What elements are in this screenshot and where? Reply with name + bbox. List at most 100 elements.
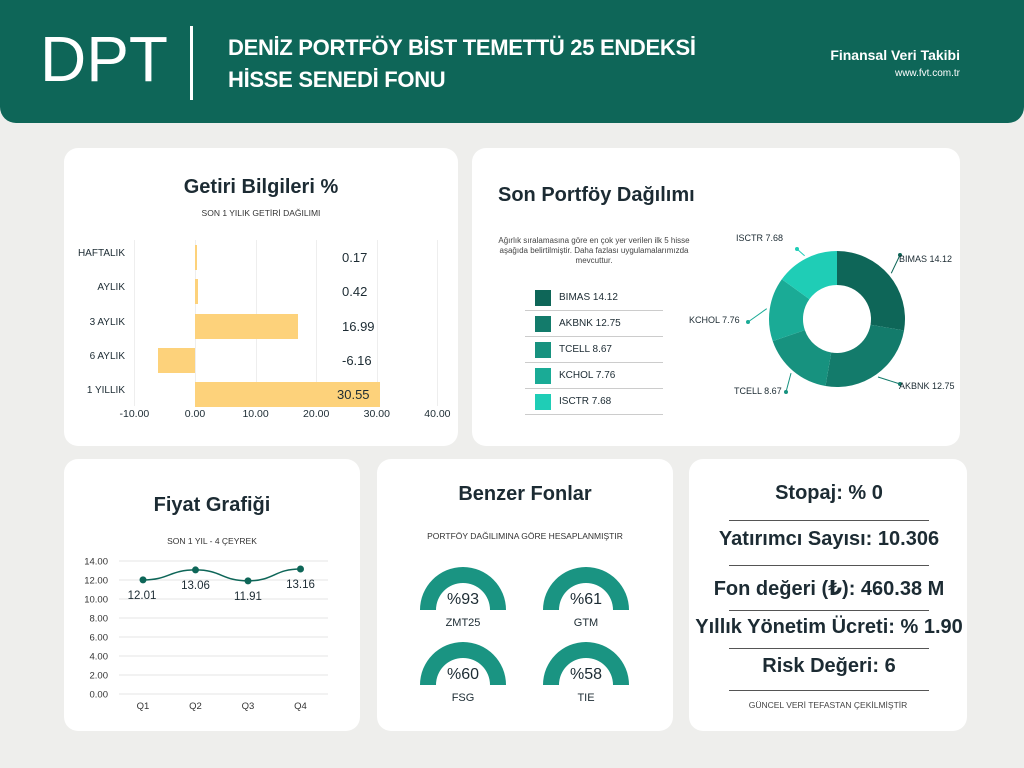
price-subtitle: SON 1 YIL - 4 ÇEYREK — [167, 536, 257, 546]
portfolio-title: Son Portföy Dağılımı — [498, 184, 695, 206]
legend-label: ISCTR 7.68 — [559, 396, 612, 407]
price-value-label: 11.91 — [234, 591, 262, 603]
legend-label: TCELL 8.67 — [559, 344, 612, 355]
donut-slice-isctr — [781, 251, 837, 300]
price-x-tick: Q1 — [137, 701, 150, 712]
price-x-tick: Q2 — [189, 701, 202, 712]
fund-title-line1: DENİZ PORTFÖY BİST TEMETTÜ 25 ENDEKSİ — [228, 35, 696, 60]
investor-count-text: Yatırımcı Sayısı: 10.306 — [718, 528, 940, 550]
price-point — [244, 577, 252, 585]
price-point — [297, 565, 304, 573]
portfolio-donut-chart — [769, 251, 905, 387]
gauge-percent: %61 — [569, 591, 603, 608]
price-card: Fiyat Grafiği SON 1 YIL - 4 ÇEYREK 14.00… — [64, 459, 360, 731]
price-line-chart: 14.00 12.00 10.00 8.00 6.00 4.00 2.00 0.00 Q1 Q2 Q… — [84, 557, 328, 712]
returns-title: Getiri Bilgileri % — [183, 176, 339, 198]
legend-swatch — [535, 342, 551, 358]
info-divider — [729, 565, 929, 566]
legend-label: KCHOL 7.76 — [559, 370, 616, 381]
donut-slice-kchol — [769, 279, 810, 342]
risk-value-text: Risk Değeri: 6 — [762, 655, 896, 677]
brand-website: www.fvt.com.tr — [894, 68, 960, 79]
donut-label: AKBNK 12.75 — [899, 381, 955, 391]
returns-bar — [195, 245, 197, 270]
gauge-arc — [543, 642, 629, 685]
header: DPT DENİZ PORTFÖY BİST TEMETTÜ 25 ENDEKS… — [0, 0, 1024, 123]
brand-name: Finansal Veri Takibi — [830, 47, 960, 63]
legend-label: AKBNK 12.75 — [559, 318, 621, 329]
price-line — [142, 568, 301, 582]
price-value-label: 12.01 — [128, 590, 157, 602]
donut-label: BIMAS 14.12 — [899, 254, 953, 264]
returns-subtitle: SON 1 YILIK GETİRİ DAĞILIMI — [201, 208, 321, 218]
returns-value-label: -6.16 — [342, 353, 372, 368]
gauge-percent: %60 — [446, 666, 480, 683]
info-divider — [729, 520, 929, 521]
portfolio-legend-row: TCELL 8.67 — [525, 337, 663, 363]
price-y-tick: 0.00 — [90, 690, 109, 701]
returns-bar — [195, 382, 381, 407]
price-point — [139, 576, 147, 584]
fund-title-line2: HİSSE SENEDİ FONU — [228, 67, 446, 92]
fund-title: DENİZ PORTFÖY BİST TEMETTÜ 25 ENDEKSİ Hİ… — [228, 32, 748, 96]
portfolio-legend-row: KCHOL 7.76 — [525, 363, 663, 389]
gauge-percent: %93 — [446, 591, 480, 608]
legend-swatch — [535, 290, 551, 306]
returns-axis-tick: 40.00 — [424, 408, 451, 420]
donut-label: ISCTR 7.68 — [736, 233, 784, 243]
portfolio-note: Ağırlık sıralamasına göre en çok yer ver… — [498, 236, 690, 265]
portfolio-legend-row: AKBNK 12.75 — [525, 311, 663, 337]
info-divider — [729, 610, 929, 611]
price-x-tick: Q4 — [294, 701, 307, 712]
header-divider — [190, 26, 193, 100]
returns-gridline — [134, 240, 136, 406]
price-y-tick: 4.00 — [90, 652, 109, 663]
info-footer: GÜNCEL VERİ TEFASTAN ÇEKİLMİŞTİR — [748, 700, 908, 710]
price-y-tick: 14.00 — [84, 557, 108, 568]
similarity-gauge — [420, 642, 506, 685]
gauge-fund-name: ZMT25 — [445, 617, 481, 629]
legend-label: BIMAS 14.12 — [559, 292, 618, 303]
fund-value-text: Fon değeri (₺): 460.38 M — [713, 578, 945, 600]
gauge-percent: %58 — [569, 666, 603, 683]
price-point — [192, 566, 199, 574]
returns-bar — [195, 314, 298, 339]
gauge-arc — [420, 642, 506, 685]
price-x-tick: Q3 — [242, 701, 255, 712]
legend-swatch — [535, 368, 551, 384]
returns-category-label: 6 AYLIK — [89, 351, 125, 362]
stopaj-text: Stopaj: % 0 — [775, 482, 883, 504]
returns-axis-tick: 30.00 — [363, 408, 390, 420]
management-fee-text: Yıllık Yönetim Ücreti: % 1.90 — [695, 616, 963, 638]
donut-leader-dot — [746, 320, 750, 324]
price-y-tick: 10.00 — [84, 595, 108, 606]
portfolio-legend-row: ISCTR 7.68 — [525, 389, 663, 415]
legend-swatch — [535, 316, 551, 332]
fund-code: DPT — [40, 23, 168, 95]
donut-label: KCHOL 7.76 — [689, 315, 740, 325]
donut-slice-bimas — [837, 251, 905, 331]
returns-gridline — [376, 240, 378, 406]
legend-swatch — [535, 394, 551, 410]
portfolio-legend-row: BIMAS 14.12 — [525, 285, 663, 311]
returns-category-label: 1 YILLIK — [86, 385, 125, 396]
returns-axis-tick: 20.00 — [303, 408, 330, 420]
returns-value-label: 0.17 — [342, 250, 368, 265]
returns-category-label: HAFTALIK — [77, 248, 125, 259]
price-y-tick: 8.00 — [90, 614, 109, 625]
returns-category-label: 3 AYLIK — [89, 317, 125, 328]
gauge-arc — [543, 567, 629, 610]
returns-gridline — [316, 240, 318, 406]
donut-slice-tcell — [772, 330, 832, 387]
gauge-arc — [420, 567, 506, 610]
returns-axis-tick: -10.00 — [119, 408, 150, 420]
info-divider — [729, 648, 929, 649]
similar-title: Benzer Fonlar — [458, 483, 592, 505]
fund-info-card: Stopaj: % 0 Yatırımcı Sayısı: 10.306 Fon… — [689, 459, 967, 731]
info-divider — [729, 690, 929, 691]
price-y-tick: 6.00 — [90, 633, 109, 644]
gauge-fund-name: TIE — [577, 692, 595, 704]
similarity-gauge — [543, 642, 629, 685]
returns-value-label: 30.55 — [337, 387, 370, 402]
portfolio-card: Son Portföy Dağılımı Ağırlık sıralamasın… — [472, 148, 960, 446]
